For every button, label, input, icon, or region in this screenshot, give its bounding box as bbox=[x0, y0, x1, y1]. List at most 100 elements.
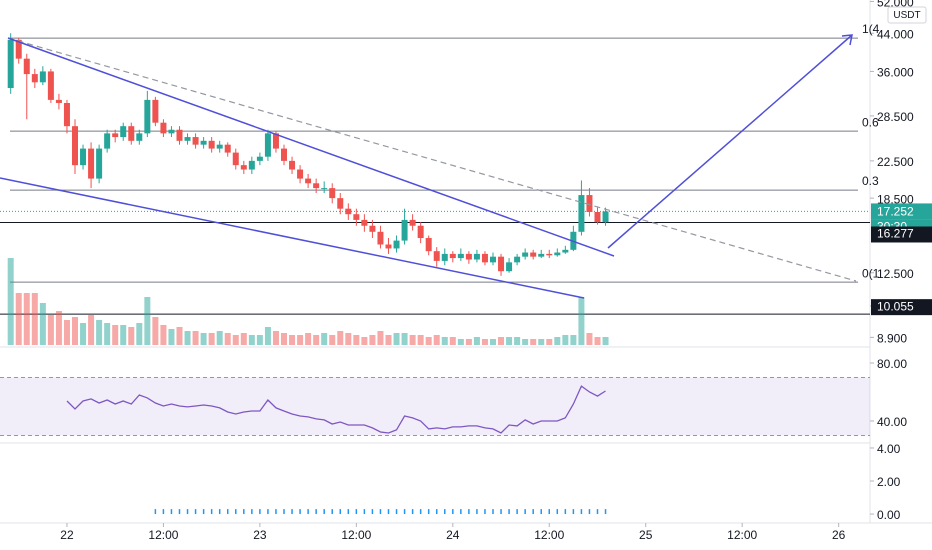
volume-bar bbox=[473, 337, 480, 345]
histogram-bar bbox=[339, 509, 342, 515]
histogram-bar bbox=[226, 509, 229, 515]
histogram-bar bbox=[411, 509, 414, 515]
candle-body bbox=[345, 208, 352, 215]
candle-body bbox=[586, 195, 593, 212]
candle-body bbox=[473, 253, 480, 260]
volume-bar bbox=[329, 335, 336, 345]
candle-body bbox=[280, 148, 287, 161]
histogram-bar bbox=[468, 509, 470, 515]
histogram-bar bbox=[371, 509, 374, 515]
histogram-bar bbox=[170, 509, 173, 515]
price-line-label: 16.277 bbox=[877, 227, 914, 241]
volume-bar bbox=[409, 335, 416, 345]
back-layer: 52.000 44.000 36.000 28.500 22.500 18.500 12.5… bbox=[0, 0, 914, 527]
volume-bar bbox=[353, 335, 360, 345]
histogram-bar bbox=[500, 509, 502, 515]
candle-body bbox=[353, 214, 360, 220]
x-tick-label: 22 bbox=[60, 528, 74, 542]
candle-body bbox=[184, 137, 191, 141]
candle-body bbox=[337, 198, 344, 209]
y-tick-label: 2.00 bbox=[877, 475, 901, 489]
fib-level-label: 0.6 bbox=[862, 115, 879, 129]
volume-bar bbox=[200, 333, 207, 345]
candle-body bbox=[23, 58, 30, 75]
volume-bar bbox=[128, 327, 135, 345]
volume-bar bbox=[481, 339, 488, 345]
volume-bar bbox=[554, 337, 561, 345]
candle-body bbox=[602, 211, 609, 223]
x-tick-label: 26 bbox=[832, 528, 846, 542]
x-tick-label: 23 bbox=[253, 528, 267, 542]
volume-bar bbox=[240, 333, 247, 345]
x-tick-label: 12:00 bbox=[727, 528, 757, 542]
volume-bar bbox=[465, 339, 472, 345]
histogram-bar bbox=[476, 509, 478, 515]
candle-body bbox=[192, 137, 199, 145]
candle-body bbox=[481, 253, 488, 263]
candle-body bbox=[369, 225, 376, 232]
volume-bar bbox=[337, 331, 344, 345]
volume-bar bbox=[208, 333, 215, 345]
candle-body bbox=[55, 99, 62, 103]
volume-bar bbox=[88, 315, 95, 345]
volume-bar bbox=[224, 333, 231, 345]
target-arrow bbox=[607, 34, 853, 249]
candle-body bbox=[128, 126, 135, 141]
candle-body bbox=[144, 99, 151, 134]
candle-body bbox=[176, 129, 183, 141]
volume-bar bbox=[289, 335, 296, 345]
histogram-bar bbox=[540, 509, 542, 515]
candle-body bbox=[160, 122, 167, 134]
candle-body bbox=[120, 126, 127, 138]
channel-upper bbox=[7, 37, 615, 257]
candle-body bbox=[96, 148, 103, 179]
candle-body bbox=[522, 252, 529, 257]
volume-bar bbox=[184, 331, 191, 345]
candle-body bbox=[152, 99, 159, 123]
quote-currency: USDT bbox=[893, 10, 920, 21]
candle-body bbox=[264, 133, 271, 157]
volume-bar bbox=[506, 337, 513, 345]
histogram-bar bbox=[403, 509, 406, 515]
histogram-bar bbox=[387, 509, 390, 515]
volume-bar bbox=[489, 339, 496, 345]
histogram-bar bbox=[444, 509, 446, 515]
candle-body bbox=[88, 148, 95, 179]
histogram-bar bbox=[484, 509, 486, 515]
histogram-bar bbox=[154, 509, 157, 515]
volume-bar bbox=[393, 333, 400, 345]
price-line-box bbox=[871, 299, 932, 316]
histogram-bar bbox=[243, 509, 245, 515]
volume-bar bbox=[586, 333, 593, 345]
candle-body bbox=[409, 219, 416, 226]
histogram-bar bbox=[435, 509, 438, 515]
rsi-band bbox=[0, 377, 870, 436]
last-price-box bbox=[871, 203, 932, 220]
drawings bbox=[0, 34, 857, 299]
candle-body bbox=[514, 256, 521, 263]
y-tick-label: 40.00 bbox=[877, 415, 907, 429]
quote-box bbox=[887, 6, 927, 24]
candle-body bbox=[216, 144, 223, 149]
candle-body bbox=[7, 39, 14, 88]
histogram-bar bbox=[604, 509, 607, 515]
histogram-bar bbox=[331, 509, 333, 515]
histogram-bar bbox=[516, 509, 518, 515]
candle-body bbox=[200, 140, 207, 145]
volume-bar bbox=[104, 323, 111, 345]
volume-bar bbox=[321, 333, 328, 345]
volume-bar bbox=[530, 339, 537, 345]
volume-bar bbox=[522, 339, 529, 345]
histogram-bar bbox=[355, 509, 358, 515]
candle-body bbox=[15, 39, 22, 59]
arrow-head bbox=[841, 34, 853, 46]
volume-bar bbox=[120, 325, 127, 345]
histogram-bar bbox=[572, 509, 575, 515]
volume-layer bbox=[7, 258, 609, 345]
histogram-bar bbox=[588, 509, 591, 515]
histogram-bar bbox=[596, 509, 599, 515]
histogram-bar bbox=[363, 509, 366, 515]
candle-body bbox=[240, 165, 247, 170]
candle-body bbox=[232, 152, 239, 166]
histogram-bar bbox=[186, 509, 189, 515]
